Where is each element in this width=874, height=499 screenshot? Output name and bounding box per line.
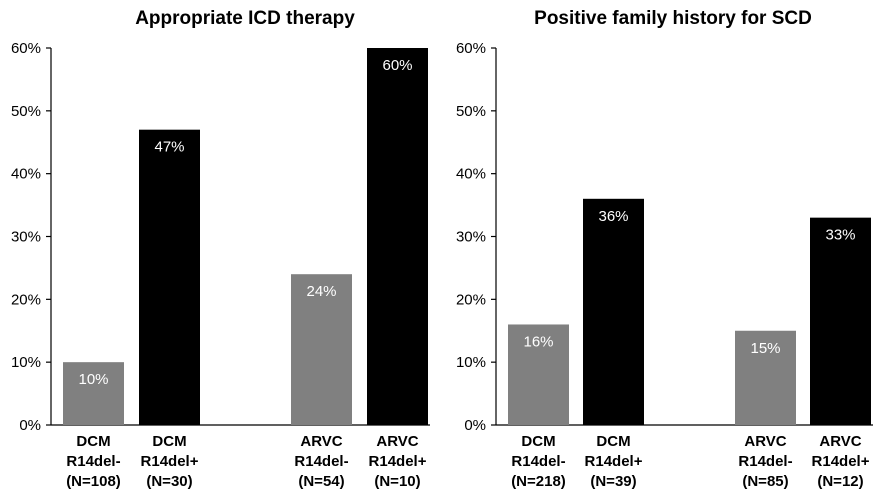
category-label: ARVC [376, 433, 418, 450]
y-tick-label: 40% [11, 166, 41, 183]
bar-data-label: 36% [598, 208, 628, 225]
y-tick-label: 20% [456, 291, 486, 308]
bar [735, 330, 796, 425]
category-label: R14del+ [812, 453, 870, 470]
y-tick-label: 0% [19, 417, 41, 434]
category-label: (N=30) [146, 473, 192, 490]
y-tick-label: 50% [11, 103, 41, 120]
category-label: ARVC [819, 433, 861, 450]
bar-data-label: 60% [382, 57, 412, 74]
bar [583, 198, 644, 425]
bar-data-label: 24% [306, 283, 336, 300]
bar-data-label: 16% [523, 333, 553, 350]
bar [367, 48, 428, 425]
y-tick-label: 10% [456, 354, 486, 371]
y-tick-label: 60% [11, 40, 41, 57]
y-tick-label: 10% [11, 354, 41, 371]
y-tick-label: 40% [456, 166, 486, 183]
bar [508, 324, 569, 425]
panel-icd-therapy: Appropriate ICD therapy 0% 10% 20% 30% 40% 50%… [11, 8, 430, 490]
bar-data-label: 47% [154, 139, 184, 156]
category-label: (N=218) [511, 473, 566, 490]
bar-data-label: 33% [825, 227, 855, 244]
category-label: (N=10) [374, 473, 420, 490]
y-tick-label: 30% [456, 229, 486, 246]
category-label: R14del- [511, 453, 565, 470]
category-label: ARVC [300, 433, 342, 450]
category-label: R14del- [66, 453, 120, 470]
panel-family-history: Positive family history for SCD 0% 10% 20% 3… [456, 8, 873, 490]
y-tick-label: 30% [11, 229, 41, 246]
bar [810, 217, 871, 425]
y-tick-label: 60% [456, 40, 486, 57]
category-label: DCM [521, 433, 555, 450]
category-label: R14del+ [141, 453, 199, 470]
bar-data-label: 15% [750, 340, 780, 357]
bar [291, 274, 352, 425]
category-label: DCM [596, 433, 630, 450]
category-label: (N=54) [298, 473, 344, 490]
category-label: R14del+ [369, 453, 427, 470]
category-label: (N=39) [590, 473, 636, 490]
bar [139, 129, 200, 425]
category-label: (N=108) [66, 473, 121, 490]
y-tick-label: 0% [464, 417, 486, 434]
category-label: (N=85) [742, 473, 788, 490]
category-label: ARVC [744, 433, 786, 450]
bar-data-label: 10% [78, 371, 108, 388]
y-tick-label: 20% [11, 291, 41, 308]
category-label: (N=12) [817, 473, 863, 490]
y-tick-label: 50% [456, 103, 486, 120]
chart-title: Appropriate ICD therapy [135, 8, 355, 29]
category-label: R14del- [294, 453, 348, 470]
category-label: DCM [152, 433, 186, 450]
category-label: R14del- [738, 453, 792, 470]
category-label: DCM [76, 433, 110, 450]
chart-title: Positive family history for SCD [534, 8, 812, 29]
category-label: R14del+ [585, 453, 643, 470]
bar [63, 362, 124, 425]
